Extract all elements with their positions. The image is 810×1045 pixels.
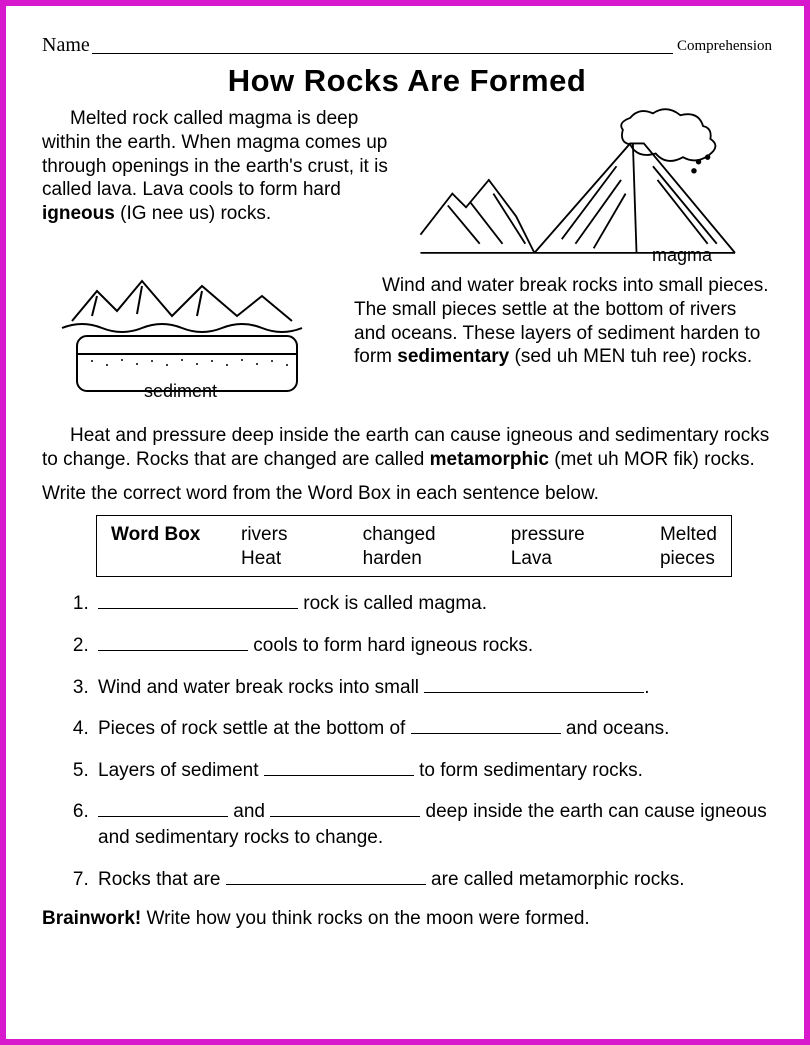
blank[interactable] [226,870,426,885]
p1-pre: Melted rock called magma is deep within … [42,108,388,200]
wb-word: pressure [511,524,585,546]
name-row: Name Comprehension [42,34,772,57]
name-label: Name [42,34,90,57]
wb-word: pieces [660,548,717,570]
q3-pre: Wind and water break rocks into small [98,677,424,698]
blank[interactable] [424,678,644,693]
blank[interactable] [98,802,228,817]
q3-post: . [644,677,649,698]
brainwork: Brainwork! Write how you think rocks on … [42,908,772,930]
blank[interactable] [264,761,414,776]
row-1: Melted rock called magma is deep within … [42,107,772,262]
p2-bold: sedimentary [397,346,509,367]
word-box: Word Box rivers Heat changed harden pres… [96,515,732,577]
wb-col-3: pressure Lava [511,524,585,570]
wb-word: Melted [660,524,717,546]
p1-post: (IG nee us) rocks. [115,203,271,224]
worksheet-title: How Rocks Are Formed [42,63,772,99]
q4-post: and oceans. [561,718,670,739]
blank[interactable] [98,636,248,651]
paragraph-3: Heat and pressure deep inside the earth … [42,424,772,472]
wb-word: harden [363,548,436,570]
q1-text: rock is called magma. [298,593,487,614]
worksheet-page: Name Comprehension How Rocks Are Formed … [0,0,810,1045]
question-4: Pieces of rock settle at the bottom of a… [94,716,772,742]
question-2: cools to form hard igneous rocks. [94,633,772,659]
p3-post: (met uh MOR fik) rocks. [549,449,755,470]
wb-word: changed [363,524,436,546]
word-box-columns: rivers Heat changed harden pressure Lava… [241,524,717,570]
volcano-label: magma [652,245,712,266]
question-3: Wind and water break rocks into small . [94,675,772,701]
q2-text: cools to form hard igneous rocks. [248,635,533,656]
wb-col-2: changed harden [363,524,436,570]
blank[interactable] [411,719,561,734]
wb-word: Heat [241,548,287,570]
q7-post: are called metamorphic rocks. [426,869,685,890]
paragraph-1: Melted rock called magma is deep within … [42,107,392,226]
wb-col-1: rivers Heat [241,524,287,570]
q5-post: to form sedimentary rocks. [414,760,643,781]
sediment-label: sediment [144,381,217,402]
wb-word: rivers [241,524,287,546]
row-2: sediment Wind and water break rocks into… [42,266,772,416]
p2-post: (sed uh MEN tuh ree) rocks. [509,346,752,367]
corner-label: Comprehension [677,38,772,55]
paragraph-2: Wind and water break rocks into small pi… [354,274,772,369]
name-input-line[interactable] [92,36,673,54]
questions-list: rock is called magma. cools to form hard… [42,591,772,892]
brainwork-label: Brainwork! [42,908,141,929]
question-6: and deep inside the earth can cause igne… [94,799,772,850]
p1-bold: igneous [42,203,115,224]
brainwork-text: Write how you think rocks on the moon we… [141,908,589,929]
blank[interactable] [270,802,420,817]
question-5: Layers of sediment to form sedimentary r… [94,758,772,784]
p3-bold: metamorphic [430,449,549,470]
q6-mid: and [228,801,270,822]
word-box-title: Word Box [111,524,211,546]
wb-col-4: Melted pieces [660,524,717,570]
instruction-text: Write the correct word from the Word Box… [42,482,772,506]
volcano-illustration: magma [400,107,772,262]
question-1: rock is called magma. [94,591,772,617]
blank[interactable] [98,594,298,609]
q4-pre: Pieces of rock settle at the bottom of [98,718,411,739]
question-7: Rocks that are are called metamorphic ro… [94,867,772,893]
sediment-illustration: sediment [42,266,342,416]
q5-pre: Layers of sediment [98,760,264,781]
wb-word: Lava [511,548,585,570]
q7-pre: Rocks that are [98,869,226,890]
